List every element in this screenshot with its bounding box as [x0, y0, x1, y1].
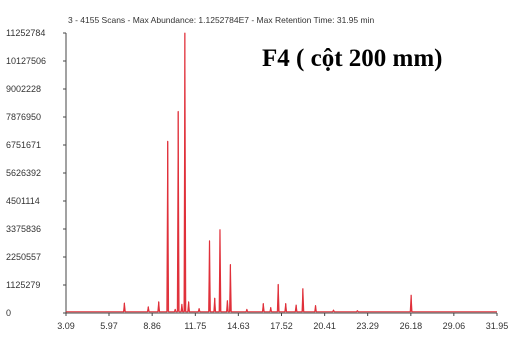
y-tick-label: 3375836	[6, 224, 41, 234]
plot-area	[65, 33, 497, 314]
x-tick-label: 23.29	[356, 321, 379, 331]
y-tick-label: 10127506	[6, 56, 46, 66]
y-tick-label: 5626392	[6, 168, 41, 178]
y-tick-label: 7876950	[6, 112, 41, 122]
x-tick-label: 17.52	[270, 321, 293, 331]
y-tick-label: 2250557	[6, 252, 41, 262]
y-tick-label: 1125279	[6, 280, 40, 290]
y-tick-label: 4501114	[6, 196, 40, 206]
x-tick-label: 14.63	[227, 321, 250, 331]
x-tick-label: 31.95	[486, 321, 509, 331]
y-tick-label: 0	[6, 308, 11, 318]
y-axis: 11252784 10127506 9002228 7876950 6751671 562…	[6, 28, 66, 318]
x-tick-label: 3.09	[57, 321, 75, 331]
chart-header: 3 - 4155 Scans - Max Abundance: 1.125278…	[68, 15, 374, 25]
y-tick-label: 11252784	[6, 28, 45, 38]
chart-overlay-label: F4 ( cột 200 mm)	[262, 45, 443, 72]
x-tick-label: 11.75	[184, 321, 206, 331]
x-tick-label: 26.18	[400, 321, 423, 331]
y-tick-label: 9002228	[6, 84, 41, 94]
x-axis: 3.09 5.97 8.86 11.75 14.63 17.52 20.41 23.29 26.…	[57, 313, 508, 331]
x-tick-label: 20.41	[313, 321, 336, 331]
x-tick-label: 29.06	[443, 321, 466, 331]
x-tick-label: 8.86	[143, 321, 161, 331]
chromatogram-trace	[66, 32, 497, 313]
x-tick-label: 5.97	[100, 321, 118, 331]
y-tick-label: 6751671	[6, 140, 41, 150]
